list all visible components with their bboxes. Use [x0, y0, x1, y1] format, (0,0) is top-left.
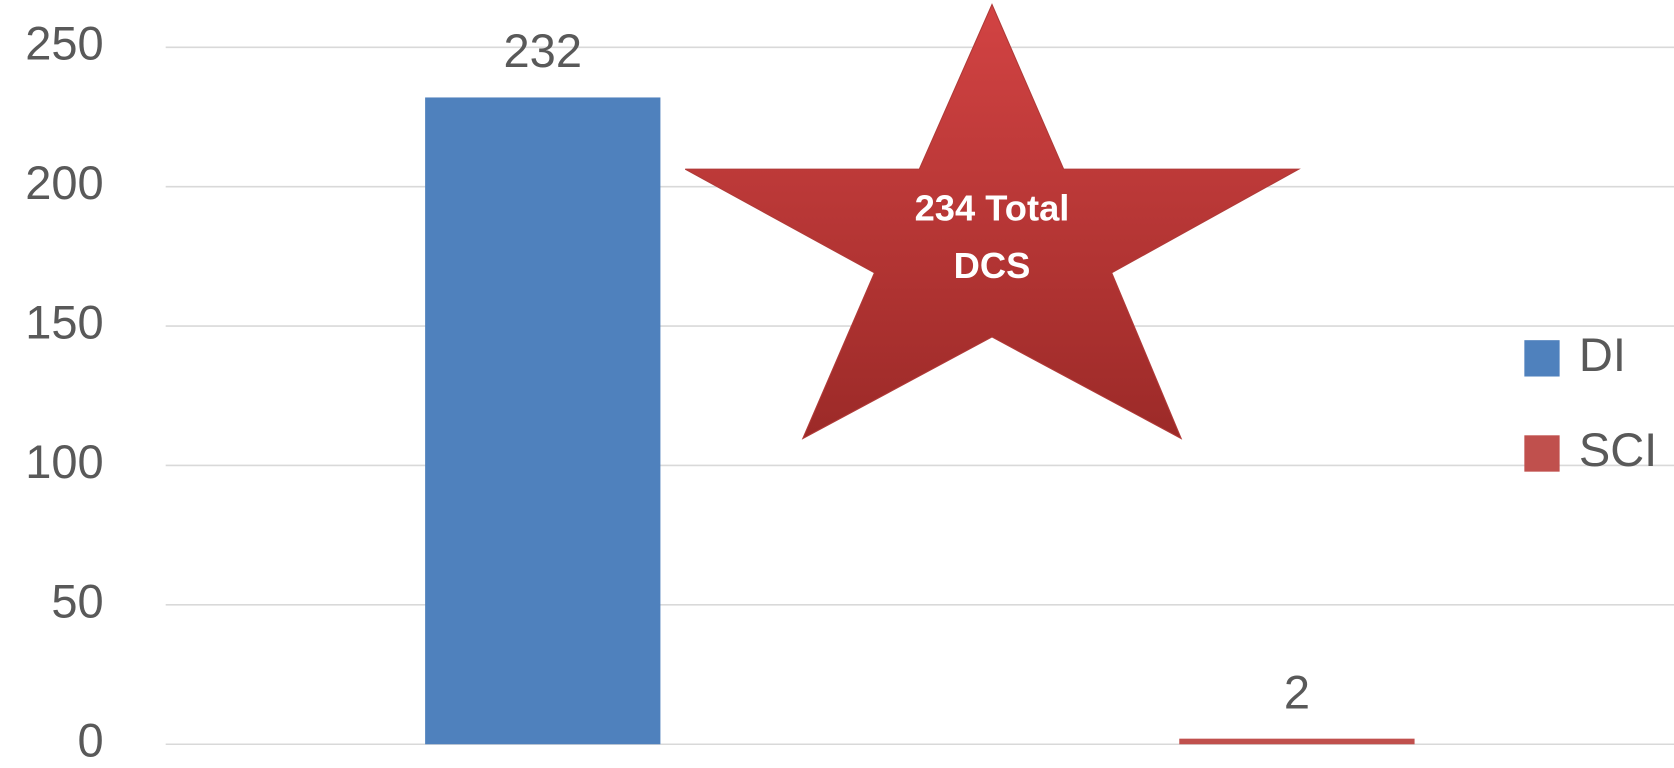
legend-swatch: [1524, 340, 1560, 377]
legend-swatch: [1524, 435, 1560, 472]
legend-label: DI: [1579, 328, 1626, 381]
y-tick-label: 250: [25, 17, 103, 70]
annotation-line: DCS: [954, 245, 1031, 286]
y-tick-label: 100: [25, 435, 103, 488]
y-tick-label: 0: [78, 714, 104, 767]
bar: [425, 97, 661, 745]
y-tick-label: 150: [25, 295, 103, 348]
legend-label: SCI: [1579, 423, 1657, 476]
y-tick-label: 200: [25, 156, 103, 209]
annotation-line: 234 Total: [915, 187, 1070, 228]
data-label: 2: [1284, 665, 1310, 718]
data-label: 232: [504, 24, 582, 77]
grid: [165, 46, 1674, 746]
y-tick-label: 50: [51, 574, 103, 627]
bars: [425, 97, 1415, 745]
bar: [1179, 738, 1415, 745]
star-shape: [684, 3, 1301, 440]
